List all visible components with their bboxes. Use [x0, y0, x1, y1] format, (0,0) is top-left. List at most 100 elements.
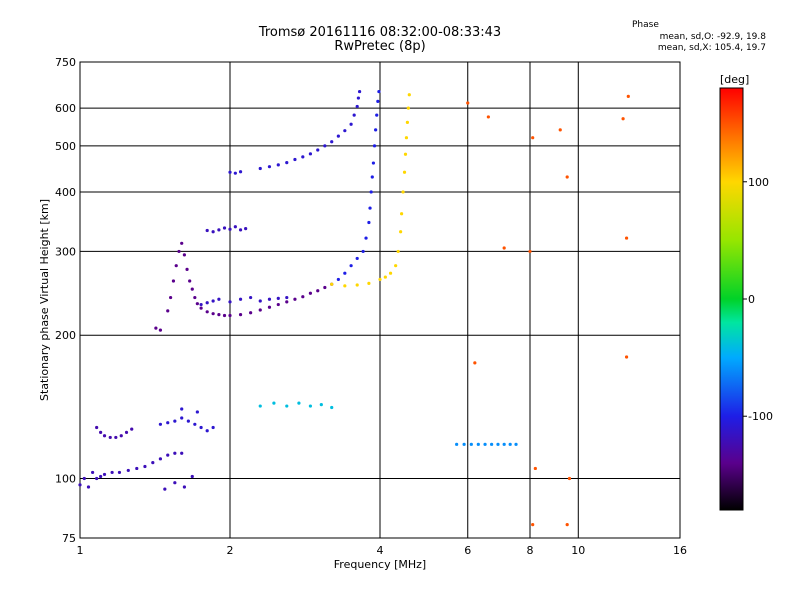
data-point [82, 476, 86, 481]
data-point [343, 284, 347, 288]
data-point [228, 227, 232, 231]
x-tick-label: 16 [673, 544, 687, 557]
y-axis-label: Stationary phase Virtual Height [km] [38, 199, 51, 401]
y-tick-label: 400 [55, 186, 76, 199]
data-point [180, 407, 184, 411]
data-point [158, 422, 163, 426]
data-point [316, 289, 320, 293]
data-point [319, 402, 323, 407]
data-point [356, 96, 360, 100]
data-point [211, 230, 215, 234]
data-point [374, 128, 378, 132]
y-tick-label: 600 [55, 102, 76, 115]
data-point [95, 476, 99, 481]
data-point [349, 264, 353, 268]
data-point [405, 120, 410, 124]
data-point [361, 249, 365, 254]
data-point [368, 206, 372, 210]
y-tick-label: 75 [62, 532, 76, 545]
data-point [531, 523, 535, 527]
y-tick-label: 200 [55, 329, 76, 342]
data-point [565, 523, 569, 527]
data-point [158, 457, 163, 461]
data-point [108, 435, 112, 440]
data-point [217, 297, 221, 301]
data-point [455, 442, 459, 446]
data-point [403, 152, 408, 156]
data-point [151, 461, 155, 465]
data-point [316, 148, 320, 152]
data-point [323, 285, 327, 290]
colorbar-tick-label: -100 [748, 410, 773, 423]
data-point [624, 355, 629, 359]
data-point [336, 134, 340, 138]
data-point [110, 470, 114, 475]
data-point [102, 472, 107, 477]
x-tick-label: 6 [464, 544, 471, 557]
data-point [301, 155, 305, 159]
data-point [173, 419, 177, 423]
data-point [199, 302, 203, 307]
data-point [469, 442, 473, 446]
data-point [323, 144, 327, 148]
data-point [378, 277, 382, 282]
data-point [404, 136, 409, 140]
data-point [249, 295, 253, 300]
data-point [267, 165, 272, 169]
data-point [228, 170, 232, 174]
data-point [182, 253, 186, 257]
data-point [169, 295, 173, 300]
data-point [330, 405, 334, 410]
colorbar-tick-label: 100 [748, 176, 769, 189]
data-point [330, 282, 334, 286]
data-point [330, 140, 334, 144]
x-axis-label: Frequency [MHz] [334, 558, 426, 571]
data-point [238, 228, 243, 232]
data-point [78, 483, 82, 487]
data-point [238, 312, 243, 317]
data-point [211, 425, 215, 430]
phase-stats-o: mean, sd,O: -92.9, 19.8 [659, 32, 766, 42]
data-point [394, 264, 398, 268]
data-point [473, 361, 477, 365]
data-point [466, 101, 470, 105]
data-point [244, 227, 248, 231]
x-tick-label: 1 [77, 544, 84, 557]
data-point [99, 474, 103, 479]
data-point [114, 435, 118, 440]
colorbar-tick-label: 0 [748, 293, 755, 306]
data-point [193, 295, 197, 300]
data-point [371, 161, 376, 165]
y-tick-label: 300 [55, 245, 76, 258]
data-point [180, 451, 184, 455]
phase-stats-x: mean, sd,X: 105.4, 19.7 [657, 43, 766, 53]
data-point [297, 401, 301, 405]
data-point [370, 175, 374, 179]
data-point [276, 163, 280, 167]
data-point [483, 442, 487, 446]
data-point [267, 305, 272, 309]
data-point [166, 309, 170, 313]
data-point [238, 297, 243, 301]
data-point [126, 468, 130, 473]
data-point [258, 299, 262, 303]
colorbar-label: [deg] [720, 73, 749, 86]
data-point [462, 442, 466, 446]
data-point [486, 115, 490, 119]
data-point [626, 94, 630, 99]
data-point [364, 236, 368, 240]
data-point [490, 442, 494, 446]
data-point [258, 404, 262, 408]
data-point [205, 429, 209, 433]
data-point [205, 228, 209, 233]
data-point [180, 241, 184, 245]
data-point [199, 425, 203, 430]
data-point [211, 312, 215, 316]
data-point [308, 404, 313, 408]
data-point [276, 296, 280, 301]
data-point [238, 170, 243, 174]
data-point [293, 157, 297, 162]
data-point [355, 283, 359, 287]
data-point [336, 277, 340, 282]
data-point [135, 466, 139, 471]
